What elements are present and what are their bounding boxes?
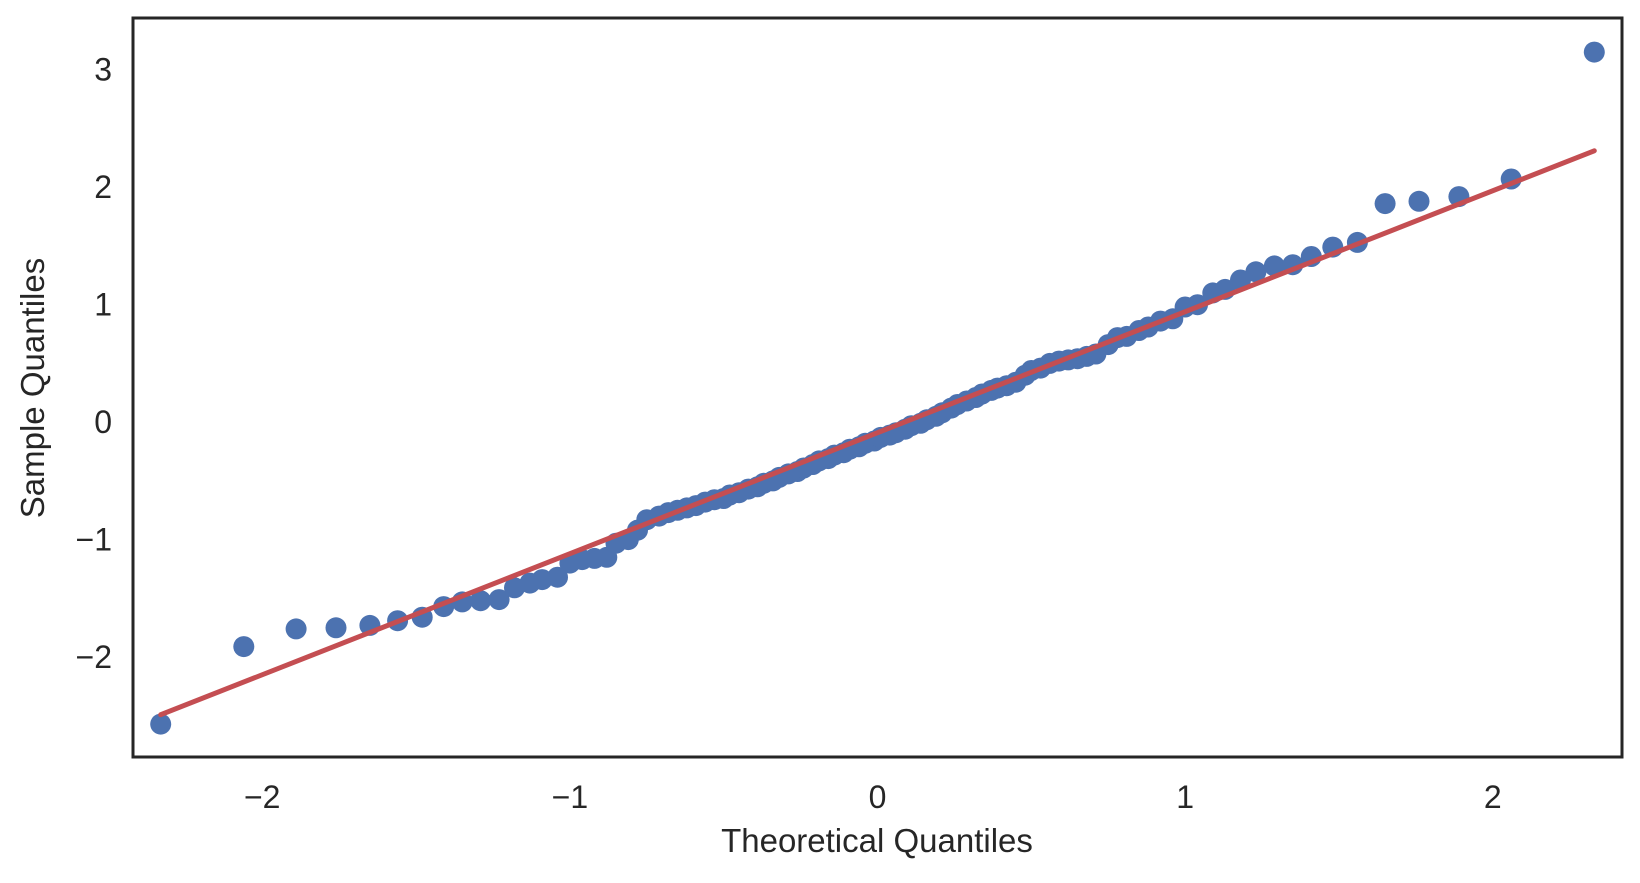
x-tick-label: −2 (244, 779, 280, 815)
y-tick-label: −2 (76, 639, 112, 675)
data-point (488, 589, 510, 611)
x-axis-label: Theoretical Quantiles (721, 822, 1033, 859)
data-point (1583, 41, 1605, 63)
x-tick-labels: −2 −1 0 1 2 (244, 779, 1502, 815)
data-point (547, 566, 568, 588)
y-tick-label: 3 (94, 52, 112, 88)
data-point (233, 636, 255, 658)
y-tick-label: −1 (76, 522, 112, 558)
x-tick-label: 0 (869, 779, 887, 815)
x-tick-label: 1 (1176, 779, 1194, 815)
data-point (150, 713, 172, 735)
data-point (285, 618, 307, 640)
data-point (325, 617, 347, 639)
y-tick-label: 2 (94, 169, 112, 205)
fit-line (158, 148, 1597, 718)
data-point (1263, 255, 1285, 277)
data-point (470, 590, 492, 612)
data-point (1408, 190, 1430, 212)
x-tick-label: 2 (1484, 779, 1502, 815)
data-point (1374, 193, 1396, 215)
y-tick-label: 0 (94, 404, 112, 440)
y-tick-label: 1 (94, 287, 112, 323)
data-point (1245, 261, 1267, 283)
x-tick-label: −1 (552, 779, 588, 815)
plot-area (133, 18, 1622, 757)
plot-border (131, 16, 1624, 759)
fit-line-layer (158, 148, 1597, 718)
y-tick-labels: −2 −1 0 1 2 3 (76, 52, 112, 675)
y-axis-label: Sample Quantiles (14, 258, 51, 518)
